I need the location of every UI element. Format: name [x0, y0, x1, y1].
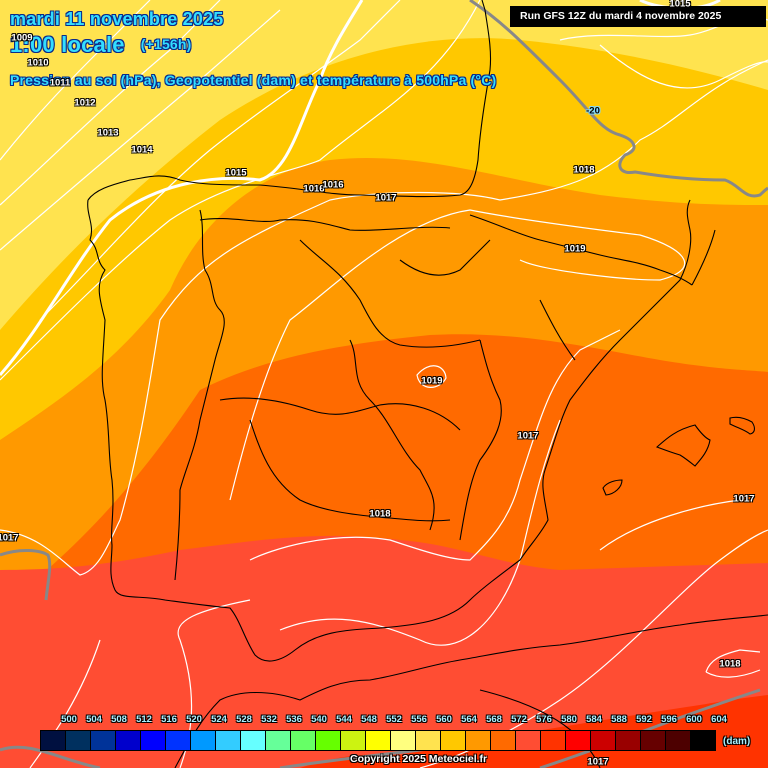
legend-tick: 568 [486, 714, 502, 725]
legend-tick: 584 [586, 714, 602, 725]
legend-tick: 504 [86, 714, 102, 725]
legend-tick: 536 [286, 714, 302, 725]
map-subtitle: Pression au sol (hPa), Geopotentiel (dam… [10, 72, 497, 88]
legend-swatch [116, 731, 141, 750]
legend-tick: 500 [61, 714, 77, 725]
legend-swatch [366, 731, 391, 750]
isobar-label: 1019 [564, 243, 586, 255]
forecast-date: mardi 11 novembre 2025 [10, 9, 224, 29]
copyright-text: Copyright 2025 Meteociel.fr [350, 753, 488, 765]
legend-swatch [191, 731, 216, 750]
legend-swatch [66, 731, 91, 750]
legend-tick: 604 [711, 714, 727, 725]
legend-swatch [216, 731, 241, 750]
legend-swatch [341, 731, 366, 750]
forecast-offset: (+156h) [140, 36, 192, 52]
legend-tick: 516 [161, 714, 177, 725]
legend-tick: 600 [686, 714, 702, 725]
legend-swatch [441, 731, 466, 750]
legend-unit: (dam) [723, 736, 751, 747]
legend-tick: 564 [461, 714, 477, 725]
isobar-label: 1018 [369, 508, 391, 520]
legend-tick: 512 [136, 714, 152, 725]
legend-color-bar [40, 730, 716, 751]
legend-swatch [491, 731, 516, 750]
isobar-label: 1013 [97, 127, 119, 139]
isobar-label: 1019 [421, 375, 443, 387]
isobar-label: 1017 [517, 430, 539, 442]
legend-tick: 560 [436, 714, 452, 725]
isobar-label: 1018 [573, 164, 595, 176]
legend-swatch [641, 731, 666, 750]
legend-tick: 544 [336, 714, 352, 725]
legend-tick: 520 [186, 714, 202, 725]
legend-swatch [291, 731, 316, 750]
legend-swatch [516, 731, 541, 750]
legend-swatch [566, 731, 591, 750]
legend-swatch [541, 731, 566, 750]
legend-tick: 588 [611, 714, 627, 725]
legend-swatch [141, 731, 166, 750]
legend-ticks: 500 504 508 512 516 520 524 528 532 536 540 544 548 5… [60, 714, 740, 728]
isobar-1015 [0, 0, 364, 376]
isobar-label: 1011 [49, 77, 71, 89]
forecast-time: 1:00 locale (+156h) [10, 32, 192, 58]
legend-tick: 548 [361, 714, 377, 725]
legend-swatch [391, 731, 416, 750]
legend-swatch [91, 731, 116, 750]
legend-swatch [466, 731, 491, 750]
legend-tick: 596 [661, 714, 677, 725]
legend-tick: 592 [636, 714, 652, 725]
forecast-time-label: 1:00 locale [10, 32, 125, 57]
color-legend: 500 504 508 512 516 520 524 528 532 536 540 544 548 5… [40, 714, 768, 768]
legend-tick: 540 [311, 714, 327, 725]
legend-swatch [416, 731, 441, 750]
legend-tick: 552 [386, 714, 402, 725]
isobar-label: 1017 [375, 192, 397, 204]
isobar-label: 1014 [131, 144, 153, 156]
coastlines [87, 0, 768, 768]
isobar-label: 1009 [11, 32, 33, 44]
legend-tick: 528 [236, 714, 252, 725]
legend-swatch [616, 731, 641, 750]
legend-tick: 576 [536, 714, 552, 725]
legend-swatch [316, 731, 341, 750]
legend-swatch [266, 731, 291, 750]
isobar-label: 1012 [74, 97, 96, 109]
legend-swatch [691, 731, 715, 750]
isotherm-label: -20 [586, 105, 600, 117]
isobar-label: 1016 [303, 183, 325, 195]
legend-tick: 508 [111, 714, 127, 725]
legend-tick: 532 [261, 714, 277, 725]
isobar-label: 1017 [733, 493, 755, 505]
legend-tick: 556 [411, 714, 427, 725]
legend-tick: 580 [561, 714, 577, 725]
legend-swatch [241, 731, 266, 750]
legend-swatch [666, 731, 691, 750]
isobar-label: 1018 [719, 658, 741, 670]
legend-swatch [166, 731, 191, 750]
isobar-label: 1015 [669, 0, 691, 10]
legend-tick: 524 [211, 714, 227, 725]
isobar-label: 1015 [225, 167, 247, 179]
isobar-label: 1017 [587, 756, 609, 768]
isobar-label: 1016 [322, 179, 344, 191]
legend-tick: 572 [511, 714, 527, 725]
legend-swatch [591, 731, 616, 750]
isobar-label: 1010 [27, 57, 49, 69]
isobar-label: 1017 [0, 532, 19, 544]
balearic-islands [602, 416, 755, 496]
run-info-box: Run GFS 12Z du mardi 4 novembre 2025 [510, 6, 766, 27]
legend-swatch [41, 731, 66, 750]
